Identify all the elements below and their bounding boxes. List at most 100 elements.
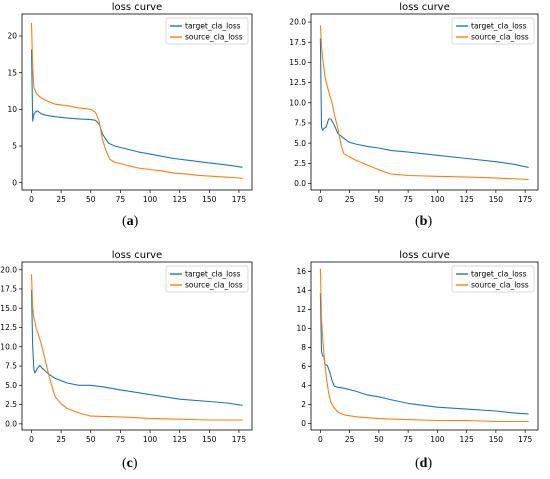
legend-box: [451, 265, 535, 293]
x-tick-label: 125: [459, 435, 474, 444]
loss-curve-chart-c: loss curve 0 25 50 75 100 125 150 175 0.0 2.5 5.0 7.…: [0, 250, 253, 444]
chart-panel-c: loss curve 0 25 50 75 100 125 150 175 0.0 2.5 5.0 7.…: [0, 245, 275, 445]
legend-box: [165, 265, 249, 293]
loss-curve-chart-b: loss curve 0 25 50 75 100 125 150 175 0.0 2.5 5.0 7.…: [289, 2, 539, 204]
x-tick-label: 75: [403, 435, 413, 444]
legend-box: [451, 17, 535, 45]
y-tick-label: 6: [301, 362, 306, 371]
caption-b: (b): [415, 214, 433, 229]
series-line-target-cla-loss: [30, 289, 243, 406]
plot-frame: [21, 261, 253, 431]
y-tick-label: 17.5: [0, 285, 17, 294]
x-tick-label: 100: [143, 195, 158, 204]
caption-d: (d): [415, 456, 433, 471]
y-tick-label: 10: [7, 105, 17, 114]
x-tick-label: 100: [430, 195, 445, 204]
chart-panel-b: loss curve 0 25 50 75 100 125 150 175 0.0 2.5 5.0 7.…: [275, 0, 550, 205]
y-tick-label: 0.0: [294, 179, 306, 188]
loss-curve-chart-a: loss curve 0 25 50 75 100 125 150 175 0 5 10 15 20 tar…: [7, 2, 253, 204]
series-line-source-cla-loss: [30, 274, 243, 421]
y-tick-label: 14: [296, 286, 306, 295]
x-tick-label: 150: [202, 195, 217, 204]
x-tick-label: 125: [173, 435, 188, 444]
caption-a: (a): [122, 214, 139, 229]
x-tick-label: 150: [202, 435, 217, 444]
x-tick-label: 100: [430, 435, 445, 444]
x-tick-label: 25: [56, 435, 66, 444]
y-tick-label: 2: [301, 400, 306, 409]
plot-frame: [310, 13, 539, 191]
x-tick-label: 25: [345, 195, 355, 204]
y-tick-label: 15.0: [289, 58, 306, 67]
x-tick-label: 175: [232, 435, 247, 444]
y-tick-label: 12: [296, 305, 306, 314]
y-tick-label: 0: [301, 419, 306, 428]
x-tick-label: 50: [374, 435, 384, 444]
y-tick-label: 10.0: [289, 98, 306, 107]
series-line-target-cla-loss: [30, 49, 243, 168]
y-tick-label: 0.0: [5, 419, 17, 428]
x-tick-label: 125: [459, 195, 474, 204]
y-tick-label: 20: [7, 32, 17, 41]
plot-frame: [21, 13, 253, 191]
y-tick-label: 8: [301, 343, 306, 352]
chart-title: loss curve: [399, 250, 450, 261]
y-tick-label: 10: [296, 324, 306, 333]
y-tick-label: 12.5: [0, 323, 17, 332]
series-line-source-cla-loss: [30, 22, 243, 179]
x-tick-label: 25: [56, 195, 66, 204]
x-tick-label: 50: [86, 435, 96, 444]
y-tick-label: 15.0: [0, 304, 17, 313]
x-tick-label: 150: [489, 435, 504, 444]
x-tick-label: 175: [518, 435, 533, 444]
legend-label-target-cla-loss: target_cla_loss: [185, 270, 241, 279]
x-tick-label: 175: [232, 195, 247, 204]
y-tick-label: 2.5: [294, 159, 306, 168]
x-tick-label: 0: [29, 195, 34, 204]
x-tick-label: 175: [518, 195, 533, 204]
chart-title: loss curve: [112, 250, 163, 261]
chart-title: loss curve: [399, 2, 450, 13]
chart-panel-a: loss curve 0 25 50 75 100 125 150 175 0 5 10 15 20 tar…: [0, 0, 275, 205]
x-tick-label: 0: [318, 195, 323, 204]
plot-frame: [310, 261, 539, 431]
legend-box: [165, 17, 249, 45]
y-tick-label: 2.5: [5, 400, 17, 409]
y-tick-label: 20.0: [289, 18, 306, 27]
chart-title: loss curve: [112, 2, 163, 13]
x-tick-label: 25: [345, 435, 355, 444]
y-tick-label: 20.0: [0, 265, 17, 274]
y-tick-label: 12.5: [289, 78, 306, 87]
loss-curve-chart-d: loss curve 0 25 50 75 100 125 150 175 0 2 4 6 8 10 12 14…: [296, 250, 539, 444]
y-tick-label: 7.5: [294, 119, 306, 128]
x-tick-label: 100: [143, 435, 158, 444]
x-tick-label: 0: [29, 435, 34, 444]
x-tick-label: 125: [173, 195, 188, 204]
series-line-target-cla-loss: [319, 38, 529, 168]
x-tick-label: 75: [116, 435, 126, 444]
x-tick-label: 0: [318, 435, 323, 444]
x-tick-label: 75: [403, 195, 413, 204]
series-line-source-cla-loss: [319, 25, 529, 181]
legend-label-source-cla-loss: source_cla_loss: [185, 33, 243, 42]
x-tick-label: 50: [374, 195, 384, 204]
series-line-source-cla-loss: [319, 268, 529, 423]
x-tick-label: 50: [86, 195, 96, 204]
y-tick-label: 4: [301, 381, 306, 390]
legend-label-source-cla-loss: source_cla_loss: [471, 33, 529, 42]
x-tick-label: 150: [489, 195, 504, 204]
y-tick-label: 10.0: [0, 342, 17, 351]
legend-label-source-cla-loss: source_cla_loss: [185, 281, 243, 290]
y-tick-label: 17.5: [289, 38, 306, 47]
caption-c: (c): [122, 456, 138, 471]
legend-label-target-cla-loss: target_cla_loss: [471, 270, 527, 279]
series-line-target-cla-loss: [319, 293, 529, 415]
x-tick-label: 75: [116, 195, 126, 204]
legend-label-target-cla-loss: target_cla_loss: [471, 22, 527, 31]
legend-label-target-cla-loss: target_cla_loss: [185, 22, 241, 31]
y-tick-label: 0: [12, 178, 17, 187]
y-tick-label: 15: [7, 68, 17, 77]
chart-panel-d: loss curve 0 25 50 75 100 125 150 175 0 2 4 6 8 10 12 14…: [275, 245, 550, 445]
legend-label-source-cla-loss: source_cla_loss: [471, 281, 529, 290]
y-tick-label: 7.5: [5, 362, 17, 371]
